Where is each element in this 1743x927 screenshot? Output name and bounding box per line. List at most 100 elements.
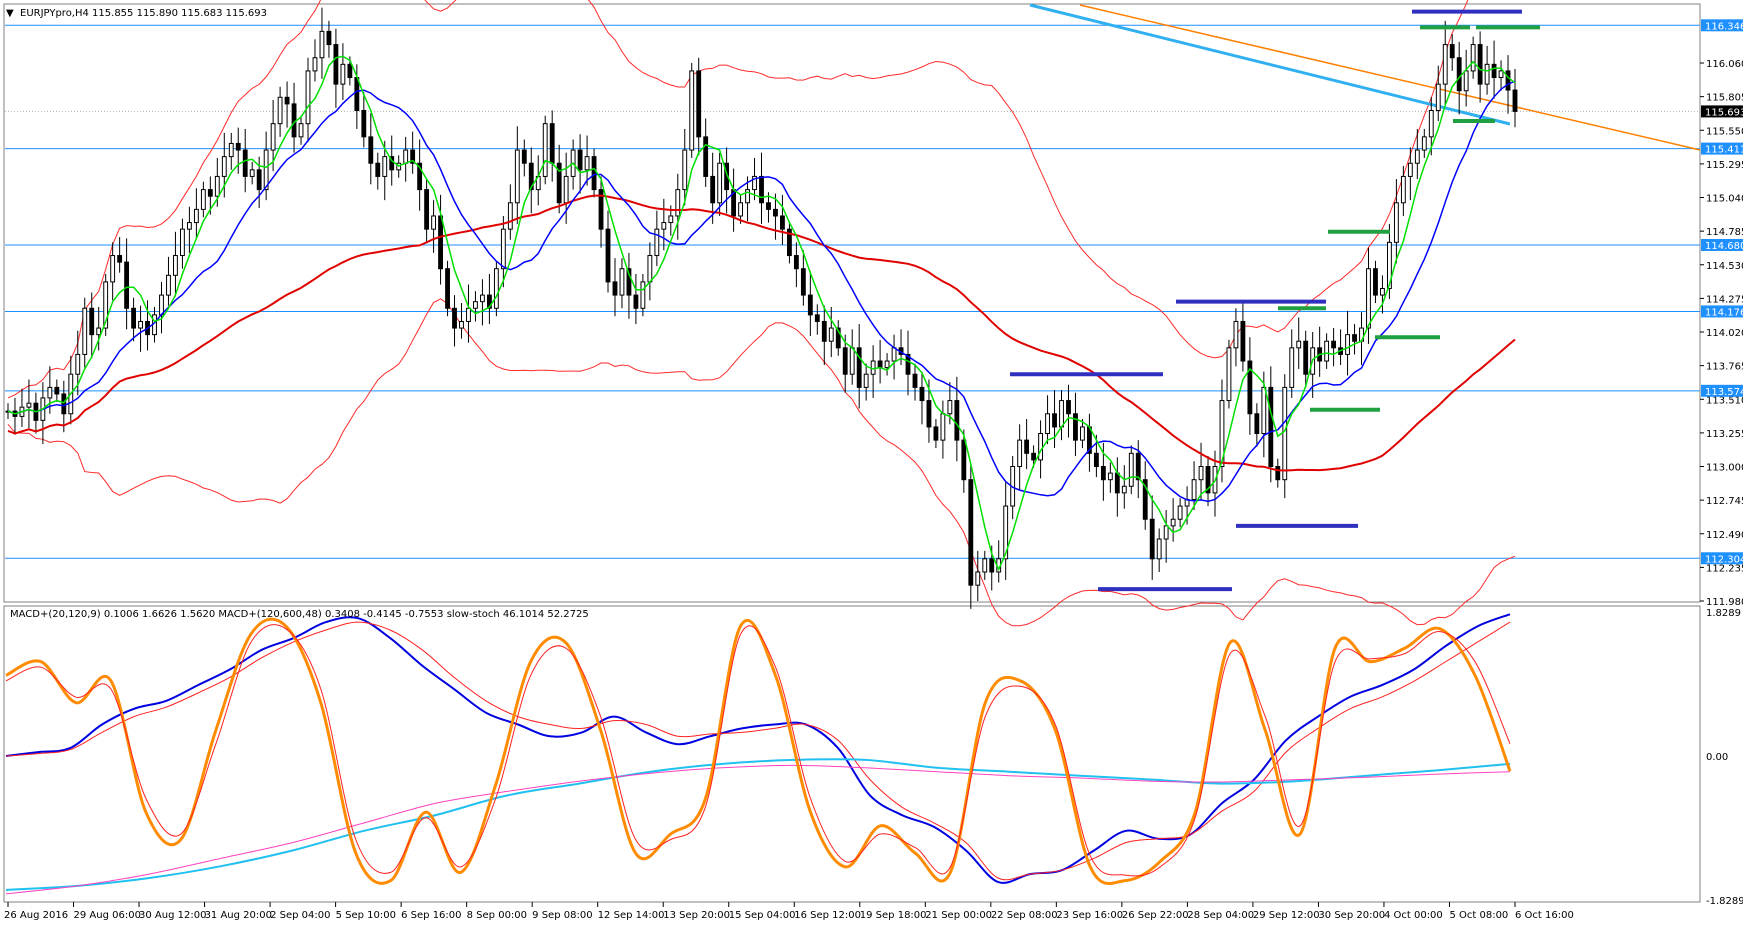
candle[interactable] xyxy=(738,194,743,224)
candle[interactable] xyxy=(375,152,381,190)
candle[interactable] xyxy=(605,210,611,293)
candle[interactable] xyxy=(1282,374,1288,499)
candle[interactable] xyxy=(340,43,346,100)
candle[interactable] xyxy=(1470,36,1476,79)
candle[interactable] xyxy=(800,250,806,306)
candle[interactable] xyxy=(1128,445,1134,495)
candle[interactable] xyxy=(1121,465,1127,509)
candle[interactable] xyxy=(591,148,597,198)
candle[interactable] xyxy=(452,295,457,347)
candle[interactable] xyxy=(835,320,841,356)
candle[interactable] xyxy=(166,256,171,306)
candle[interactable] xyxy=(1345,310,1350,376)
candle[interactable] xyxy=(96,306,102,351)
candle[interactable] xyxy=(1254,403,1260,447)
candle[interactable] xyxy=(786,221,792,264)
candle[interactable] xyxy=(228,132,234,170)
candle[interactable] xyxy=(717,152,723,216)
candle[interactable] xyxy=(284,81,290,128)
candle[interactable] xyxy=(110,242,116,301)
candle[interactable] xyxy=(619,258,625,309)
candle[interactable] xyxy=(1449,34,1455,71)
orange-trendline[interactable] xyxy=(1079,4,1701,151)
candle[interactable] xyxy=(863,363,869,401)
candle[interactable] xyxy=(124,238,130,330)
candle[interactable] xyxy=(626,252,632,319)
candle[interactable] xyxy=(424,179,430,243)
candle[interactable] xyxy=(312,39,318,82)
candle[interactable] xyxy=(1407,147,1413,201)
candle[interactable] xyxy=(1198,442,1204,501)
candle[interactable] xyxy=(584,135,590,186)
candle[interactable] xyxy=(473,291,478,322)
candle[interactable] xyxy=(480,279,485,326)
candle[interactable] xyxy=(1024,419,1030,470)
candle[interactable] xyxy=(912,363,918,401)
candle[interactable] xyxy=(500,215,506,288)
candle[interactable] xyxy=(1149,495,1155,580)
candle[interactable] xyxy=(1170,498,1176,542)
candle[interactable] xyxy=(298,115,304,145)
candle[interactable] xyxy=(1380,275,1385,314)
candle[interactable] xyxy=(1275,458,1281,488)
candle[interactable] xyxy=(1066,384,1071,438)
candle[interactable] xyxy=(1163,510,1169,563)
candle[interactable] xyxy=(766,192,771,223)
candle[interactable] xyxy=(1421,128,1427,158)
candle[interactable] xyxy=(193,188,199,239)
candle[interactable] xyxy=(1177,498,1183,528)
candle[interactable] xyxy=(117,237,123,273)
candle[interactable] xyxy=(773,193,778,240)
dropdown-arrow-icon[interactable]: ▼ xyxy=(6,8,14,19)
candle[interactable] xyxy=(173,231,178,297)
candle[interactable] xyxy=(459,303,464,339)
candle[interactable] xyxy=(1219,379,1225,483)
candle[interactable] xyxy=(1442,20,1448,106)
candle[interactable] xyxy=(89,292,95,359)
candle[interactable] xyxy=(1073,392,1078,456)
candle[interactable] xyxy=(528,147,534,214)
candle[interactable] xyxy=(466,284,471,343)
candle[interactable] xyxy=(556,144,562,214)
candle[interactable] xyxy=(807,271,813,336)
candle[interactable] xyxy=(521,139,527,177)
candle[interactable] xyxy=(361,92,367,148)
candle[interactable] xyxy=(919,371,925,425)
candle[interactable] xyxy=(26,379,32,429)
candle[interactable] xyxy=(577,134,583,194)
cyan-trendline[interactable] xyxy=(1029,3,1511,126)
candle[interactable] xyxy=(703,118,709,187)
candle[interactable] xyxy=(640,273,646,317)
candle[interactable] xyxy=(905,330,911,396)
candle[interactable] xyxy=(1045,395,1050,445)
candle[interactable] xyxy=(507,184,513,240)
candle[interactable] xyxy=(1435,65,1441,122)
candle[interactable] xyxy=(333,28,339,108)
candle[interactable] xyxy=(1233,308,1239,367)
candle[interactable] xyxy=(319,7,325,79)
candle[interactable] xyxy=(1205,455,1211,507)
candle[interactable] xyxy=(1498,60,1504,91)
candle[interactable] xyxy=(759,152,764,224)
candle[interactable] xyxy=(1247,337,1253,435)
candle[interactable] xyxy=(1373,260,1378,303)
candle[interactable] xyxy=(961,429,967,493)
candle[interactable] xyxy=(1080,419,1085,449)
candle[interactable] xyxy=(235,127,241,174)
candle[interactable] xyxy=(1240,303,1246,372)
candle[interactable] xyxy=(884,353,890,376)
candle[interactable] xyxy=(263,131,269,201)
candle[interactable] xyxy=(975,550,981,601)
candle[interactable] xyxy=(1226,339,1232,409)
candle[interactable] xyxy=(793,242,799,288)
candle[interactable] xyxy=(368,113,374,185)
candle[interactable] xyxy=(249,161,255,185)
candle[interactable] xyxy=(277,86,283,137)
candle[interactable] xyxy=(61,380,67,433)
candle[interactable] xyxy=(186,206,192,253)
candle[interactable] xyxy=(431,200,437,253)
candle[interactable] xyxy=(200,181,206,218)
candle[interactable] xyxy=(1052,390,1057,449)
candle[interactable] xyxy=(54,379,60,402)
